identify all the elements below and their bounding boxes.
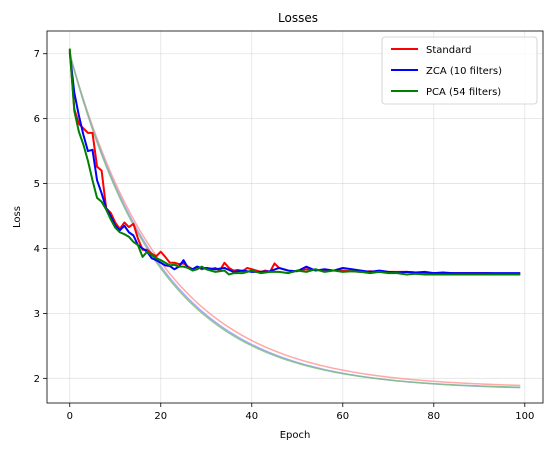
y-tick-label: 2	[34, 374, 40, 385]
x-axis-label: Epoch	[280, 430, 311, 441]
axis-ticks: 0 20 40 60 80 100 2 3 4 5 6 7	[34, 49, 535, 422]
series-line-pca-54-filters	[68, 48, 521, 276]
legend-label: Standard	[426, 45, 472, 56]
legend-box	[381, 36, 538, 105]
y-tick-label: 5	[34, 179, 40, 190]
plot-frame	[46, 30, 544, 404]
train-line-standard-train	[69, 53, 521, 387]
x-tick-label: 40	[245, 411, 258, 422]
training-curves	[69, 53, 521, 389]
x-tick-label: 60	[336, 411, 349, 422]
y-axis-label: Loss	[12, 206, 23, 228]
train-line-pca-train	[69, 53, 521, 388]
x-tick-label: 20	[154, 411, 167, 422]
y-tick-label: 3	[34, 309, 40, 320]
x-tick-label: 100	[515, 411, 534, 422]
y-tick-label: 7	[34, 49, 40, 60]
x-tick-label: 0	[67, 411, 73, 422]
y-tick-label: 6	[34, 114, 40, 125]
y-tick-label: 4	[34, 244, 40, 255]
legend-label: ZCA (10 filters)	[426, 66, 502, 77]
chart-title: Losses	[278, 11, 318, 25]
x-tick-label: 80	[427, 411, 440, 422]
validation-curves	[68, 48, 521, 276]
grid	[47, 31, 543, 403]
legend: Standard ZCA (10 filters) PCA (54 filters)	[381, 36, 538, 105]
series-line-zca-10-filters	[68, 52, 521, 275]
legend-label: PCA (54 filters)	[426, 87, 501, 98]
